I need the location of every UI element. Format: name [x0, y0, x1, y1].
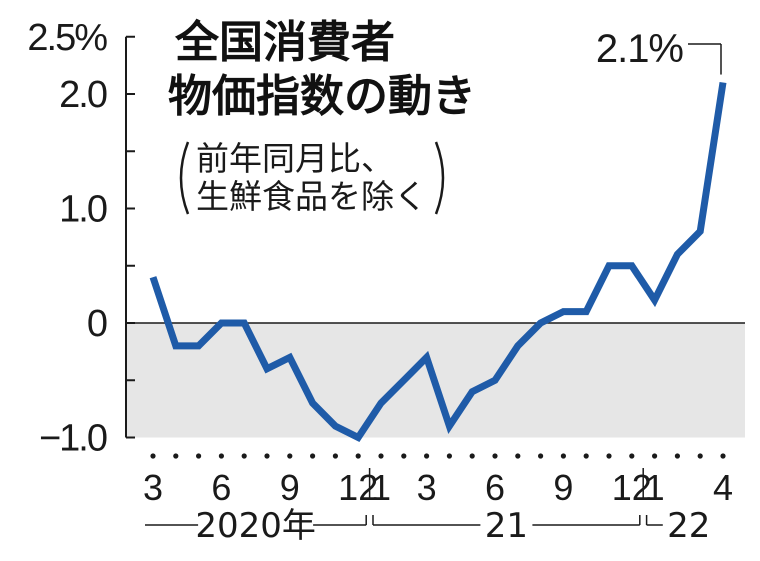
x-tick-labels: 3 6 9 121 3 6 9 121 4 — [143, 467, 733, 508]
x-axis-dot — [332, 453, 338, 459]
x-axis-dot — [446, 453, 452, 459]
x-tick-label: 1 — [645, 467, 665, 508]
x-axis-dots — [150, 453, 726, 459]
y-tick-label: 1.0 — [59, 189, 107, 231]
year-brackets: 2020年 21 22 — [145, 506, 710, 546]
y-tick-label: 0 — [87, 303, 107, 345]
x-axis-dot — [196, 453, 202, 459]
y-tick-label: 2.0 — [59, 74, 107, 116]
subtitle-right-paren — [434, 141, 445, 215]
y-tick-label: −1.0 — [39, 418, 107, 460]
x-axis-dot — [218, 453, 224, 459]
x-axis-dot — [674, 453, 681, 459]
subtitle-line-1: 前年同月比、 — [196, 139, 394, 178]
x-axis-dot — [469, 453, 475, 459]
y-ticks: 2.5% 2.0 1.0 0 −1.0 — [27, 17, 135, 460]
x-axis-dot — [378, 453, 384, 459]
x-axis-dot — [515, 453, 521, 459]
series-line — [149, 81, 727, 443]
x-axis-dot — [401, 453, 407, 459]
x-axis-dot — [538, 453, 544, 459]
x-tick-label: 12 — [612, 467, 652, 508]
x-axis-dot — [560, 453, 567, 459]
subtitle-left-paren — [179, 141, 190, 215]
x-axis-dot — [241, 453, 247, 459]
year-label: 21 — [485, 506, 528, 546]
x-axis-dot — [355, 453, 361, 459]
x-axis-dot — [310, 453, 316, 459]
annotation-label: 2.1% — [596, 27, 684, 71]
x-tick-label: 12 — [338, 467, 378, 508]
data-series — [149, 81, 727, 443]
x-axis-dot — [264, 453, 270, 459]
x-axis-dot — [492, 453, 498, 459]
x-tick-label: 9 — [280, 467, 300, 508]
x-tick-label: 6 — [485, 467, 505, 508]
x-axis-dot — [697, 453, 703, 459]
x-axis-dot — [606, 453, 612, 459]
x-axis-dot — [173, 453, 179, 459]
x-axis-dot — [150, 453, 156, 459]
subtitle-line-2: 生鮮食品を除く — [196, 177, 427, 216]
x-tick-label: 3 — [143, 467, 163, 508]
year-label: 2020年 — [195, 506, 316, 546]
x-axis-dot — [629, 453, 635, 459]
x-tick-label: 6 — [211, 467, 231, 508]
x-axis-dot — [583, 453, 589, 459]
x-axis-dot — [652, 453, 658, 459]
x-axis-dot — [287, 453, 293, 459]
x-tick-label: 9 — [553, 467, 573, 508]
x-tick-label: 4 — [713, 467, 733, 508]
x-tick-label: 1 — [371, 467, 391, 508]
chart-title-line-2: 物価指数の動き — [168, 71, 476, 122]
x-axis-dot — [424, 453, 430, 459]
y-tick-label: 2.5% — [27, 17, 107, 59]
chart-title-line-1: 全国消費者 — [174, 17, 395, 68]
x-axis-dot — [720, 453, 726, 459]
x-tick-label: 3 — [417, 467, 437, 508]
year-label: 22 — [667, 506, 710, 546]
